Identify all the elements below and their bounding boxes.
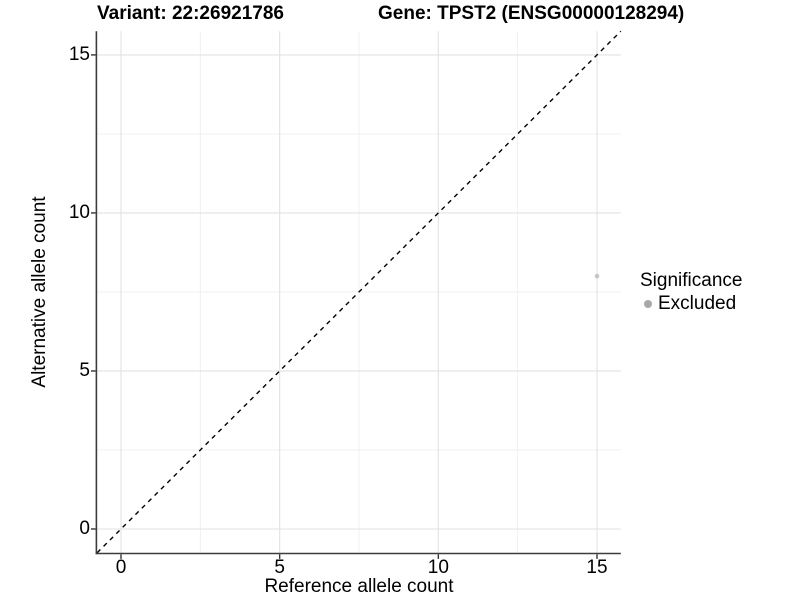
legend-item-label: Excluded <box>658 293 737 314</box>
y-tick-label: 0 <box>79 517 90 539</box>
x-tick-label: 5 <box>274 557 285 578</box>
x-tick-label: 0 <box>115 557 127 578</box>
plot-title-gene: Gene: TPST2 (ENSG00000128294) <box>378 3 685 24</box>
y-tick-label: 15 <box>68 43 90 65</box>
legend-point-icon <box>644 300 652 308</box>
legend: Significance Excluded <box>638 269 742 315</box>
x-tick-label: 15 <box>586 557 608 578</box>
y-axis-title: Alternative allele count <box>29 196 50 388</box>
identity-reference-line <box>96 30 622 554</box>
plot-title-variant: Variant: 22:26921786 <box>97 3 284 24</box>
legend-title: Significance <box>640 270 743 291</box>
x-axis-title: Reference allele count <box>264 576 454 597</box>
y-tick-label: 10 <box>68 201 90 223</box>
x-tick-label: 10 <box>427 557 449 578</box>
legend-key <box>638 294 658 314</box>
legend-item-excluded: Excluded <box>638 293 742 315</box>
y-tick-label: 5 <box>79 359 90 381</box>
data-point <box>594 273 600 279</box>
